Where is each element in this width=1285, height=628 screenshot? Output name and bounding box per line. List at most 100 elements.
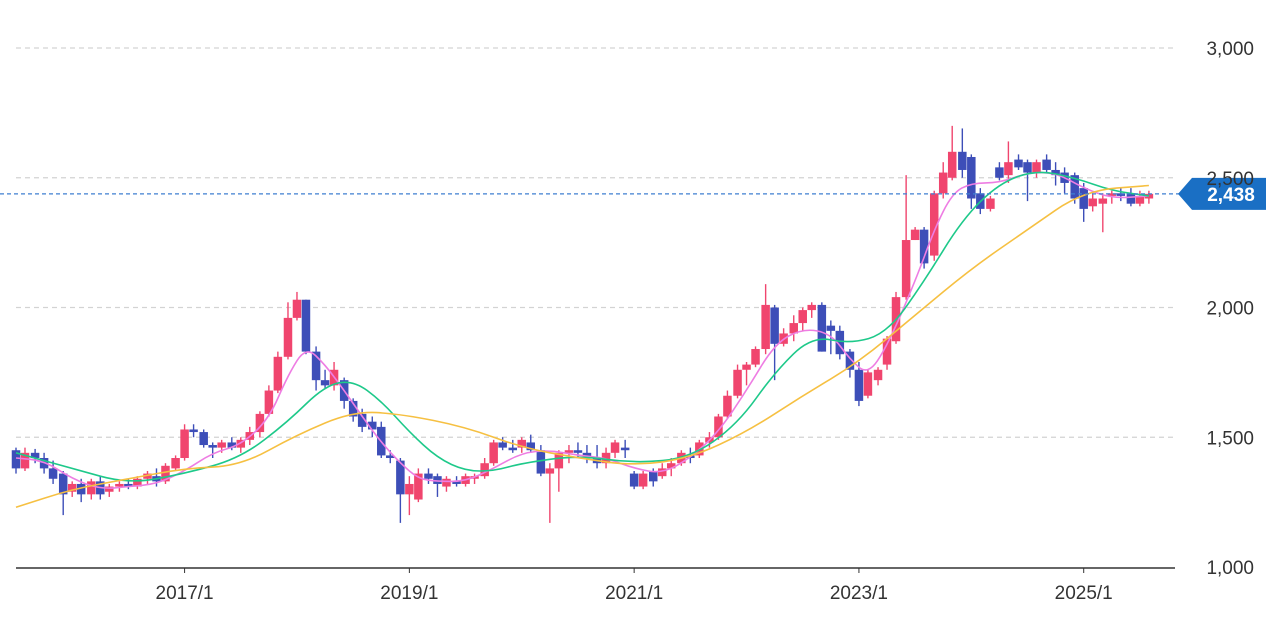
candle-up	[105, 483, 114, 497]
candle-up	[910, 227, 920, 241]
candle-body	[1014, 159, 1023, 168]
candle-up	[255, 411, 265, 438]
candle-body	[386, 455, 395, 459]
candle-down	[189, 424, 198, 438]
candle-body	[236, 439, 246, 448]
candle-up	[863, 369, 873, 399]
candle-down	[835, 325, 845, 360]
moving-average-ma-short-line	[15, 171, 1149, 489]
candle-down	[433, 473, 442, 497]
y-tick-label: 2,000	[1206, 299, 1254, 320]
candle-body	[835, 330, 845, 355]
candle-body	[723, 395, 732, 417]
candle-body	[536, 450, 546, 474]
candle-down	[508, 439, 518, 453]
candle-body	[1079, 188, 1088, 209]
candle-down	[958, 128, 967, 178]
candle-down	[919, 227, 929, 269]
candle-body	[947, 151, 957, 178]
candle-up	[67, 481, 77, 497]
candle-down	[424, 468, 433, 484]
candle-body	[273, 356, 283, 391]
candle-body	[638, 473, 648, 487]
candle-body	[452, 481, 461, 484]
candle-body	[770, 307, 779, 344]
candle-body	[348, 400, 358, 417]
candle-body	[1107, 193, 1117, 196]
candle-up	[1144, 190, 1154, 204]
moving-average-ma-long-line	[15, 184, 1149, 509]
candle-up	[638, 470, 648, 490]
candle-body	[601, 452, 611, 464]
candle-body	[292, 299, 302, 318]
current-price-label: 2,438	[1207, 185, 1255, 206]
candle-up	[723, 390, 732, 420]
candle-body	[301, 299, 311, 352]
candle-up	[133, 476, 142, 490]
candle-body	[967, 156, 976, 199]
candle-body	[826, 325, 836, 331]
candle-up	[1088, 193, 1097, 212]
candle-up	[789, 315, 798, 342]
candle-body	[67, 483, 77, 492]
candle-body	[30, 452, 40, 459]
candle-body	[995, 167, 1004, 178]
candle-body	[508, 447, 518, 451]
candle-body	[105, 486, 114, 492]
candle-body	[854, 369, 864, 401]
candle-body	[761, 304, 770, 350]
candle-up	[480, 458, 489, 479]
candle-body	[1032, 162, 1041, 173]
candle-body	[396, 460, 405, 495]
candle-down	[368, 416, 377, 438]
candle-up	[742, 361, 751, 386]
candle-body	[180, 429, 189, 459]
candle-body	[817, 304, 827, 352]
candle-body	[227, 442, 237, 448]
current-price-marker: 2,438	[0, 177, 1266, 210]
moving-averages	[15, 171, 1150, 509]
candle-down	[817, 302, 827, 352]
candle-down	[1116, 188, 1126, 202]
candle-up	[601, 447, 611, 469]
candle-body	[666, 463, 676, 469]
candle-body	[629, 473, 639, 487]
candle-down	[348, 398, 358, 422]
candle-up	[1004, 141, 1013, 183]
candle-body	[1070, 175, 1079, 199]
candle-body	[20, 452, 30, 469]
candle-body	[311, 351, 321, 381]
candle-body	[733, 369, 742, 396]
x-tick-label: 2023/1	[830, 583, 888, 604]
candle-down	[1079, 182, 1088, 222]
candle-up	[264, 385, 274, 417]
candle-body	[1051, 169, 1060, 176]
candle-up	[489, 439, 498, 466]
candle-down	[1023, 159, 1032, 202]
x-tick-label: 2021/1	[605, 583, 663, 604]
candle-body	[554, 452, 564, 469]
candle-body	[1004, 162, 1013, 176]
candle-down	[629, 470, 639, 490]
candle-body	[958, 151, 967, 170]
candle-up	[929, 190, 939, 261]
candle-up	[442, 476, 451, 492]
candle-body	[414, 473, 423, 500]
candle-body	[171, 458, 180, 469]
candle-down	[11, 447, 21, 474]
candle-body	[133, 478, 142, 487]
candle-body	[264, 390, 274, 414]
candle-body	[217, 442, 226, 448]
candle-down	[301, 299, 311, 355]
candle-down	[208, 442, 217, 459]
candle-down	[1014, 154, 1023, 170]
candle-body	[424, 473, 433, 479]
candle-body	[405, 483, 414, 495]
candle-body	[526, 442, 535, 451]
y-tick-label: 3,000	[1206, 39, 1254, 60]
candle-down	[311, 346, 321, 391]
candle-body	[442, 478, 451, 487]
candle-body	[929, 193, 939, 256]
